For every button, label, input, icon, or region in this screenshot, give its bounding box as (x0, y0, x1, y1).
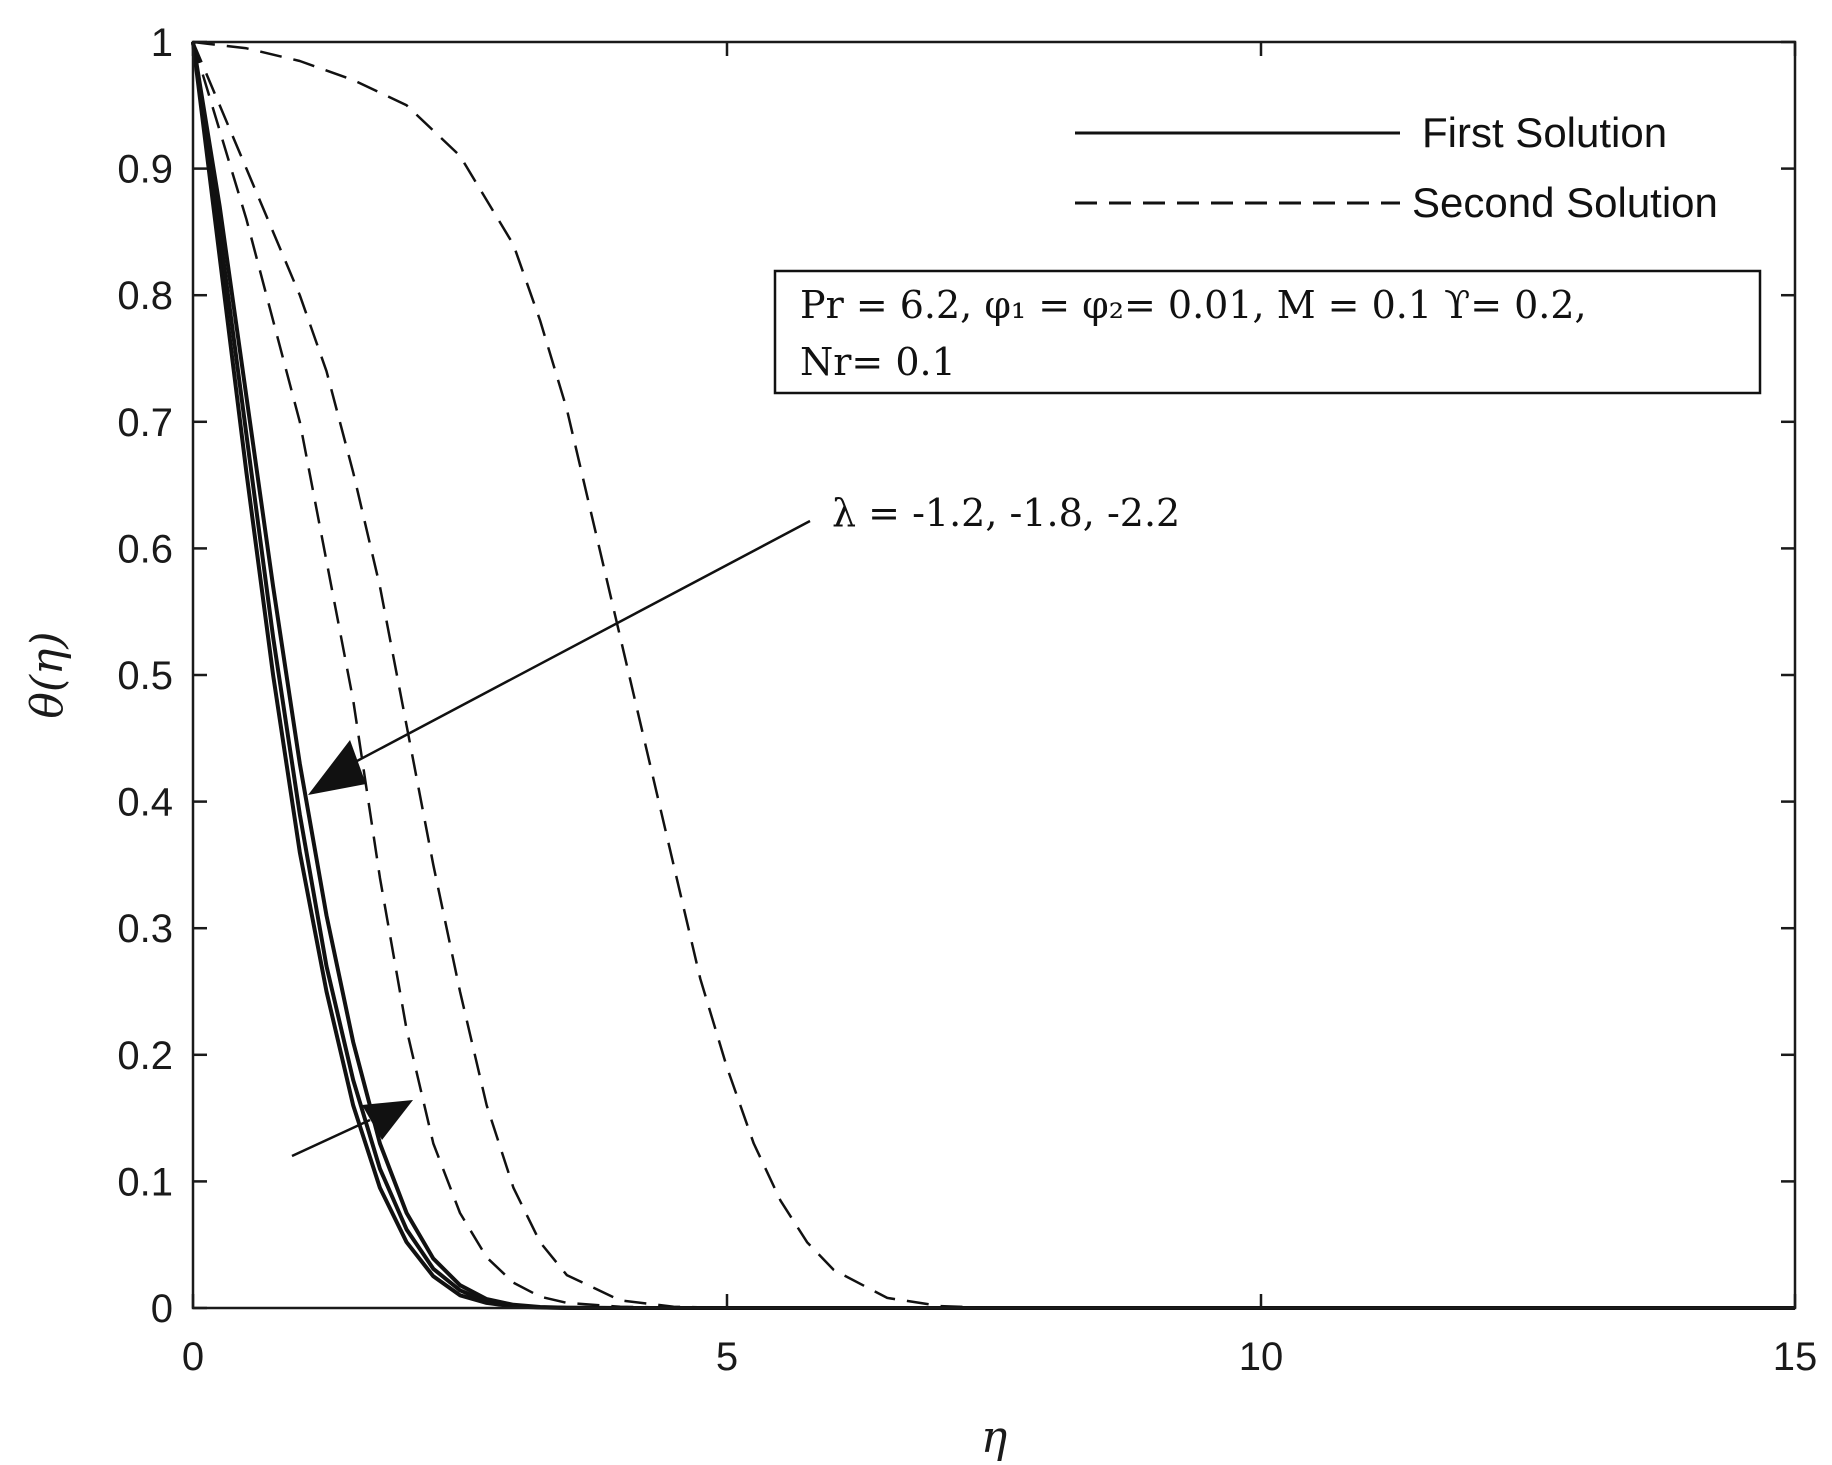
lambda-annotation-text: λ = -1.2, -1.8, -2.2 (832, 491, 1180, 535)
y-tick-label: 0.7 (117, 401, 173, 445)
parameter-box: Pr = 6.2, φ₁ = φ₂= 0.01, M = 0.1 ϒ= 0.2,… (773, 269, 1762, 395)
x-tick-label: 10 (1239, 1335, 1284, 1379)
y-tick-label: 0 (151, 1287, 173, 1331)
arrow-second-solution-head (362, 1100, 413, 1140)
x-tick-label: 5 (716, 1335, 738, 1379)
arrow-second-solution-shaft (291, 1118, 371, 1158)
axis-ticks: 0 5 10 15 0 0.1 0.2 0.3 0.4 0.5 0.6 0.7 0.8 0.9 1 (117, 21, 1817, 1379)
y-tick-label: 0.9 (117, 148, 173, 192)
legend-label-first-solution: First Solution (1422, 109, 1667, 156)
y-tick-label: 1 (151, 21, 173, 65)
y-tick-label: 0.6 (117, 527, 173, 571)
second-solution-line-4 (191, 41, 1795, 1310)
y-axis-label: θ(η) (22, 631, 73, 718)
parameter-box-border (773, 269, 1762, 395)
first-solution-line-0 (191, 41, 1795, 1310)
y-tick-label: 0.8 (117, 274, 173, 318)
lambda-annotation: λ = -1.2, -1.8, -2.2 (291, 491, 1180, 1158)
second-solution-line-3 (191, 41, 1795, 1310)
second-solution-line-5 (192, 40, 1795, 1310)
parameter-box-line-1: Pr = 6.2, φ₁ = φ₂= 0.01, M = 0.1 ϒ= 0.2, (800, 283, 1587, 327)
x-axis-label: η (981, 1412, 1007, 1463)
arrow-first-solution-shaft (339, 519, 811, 772)
y-tick-label: 0.3 (117, 907, 173, 951)
x-tick-label: 15 (1773, 1335, 1818, 1379)
arrow-first-solution-head (308, 740, 366, 795)
x-tick-label: 0 (182, 1335, 204, 1379)
parameter-box-line-2: Nr= 0.1 (800, 340, 956, 384)
y-tick-label: 0.5 (117, 654, 173, 698)
y-tick-label: 0.4 (117, 781, 173, 825)
legend-label-second-solution: Second Solution (1412, 179, 1718, 226)
plot-frame (191, 40, 1797, 1310)
y-tick-label: 0.1 (117, 1160, 173, 1204)
legend: First Solution Second Solution (1075, 109, 1718, 226)
first-solution-line-2 (191, 41, 1795, 1310)
plot-area (191, 40, 1795, 1310)
y-tick-label: 0.2 (117, 1034, 173, 1078)
first-solution-line-1 (191, 41, 1795, 1310)
